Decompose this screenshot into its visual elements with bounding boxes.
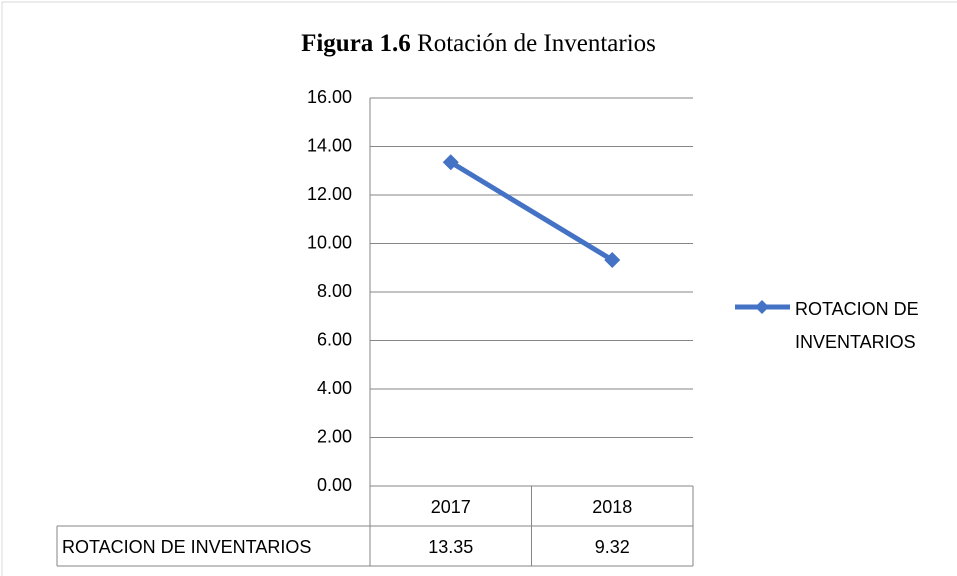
table-value: 13.35 xyxy=(428,537,473,557)
y-tick-label: 16.00 xyxy=(307,87,352,107)
y-tick-label: 0.00 xyxy=(317,475,352,495)
y-tick-label: 6.00 xyxy=(317,329,352,349)
point-marker xyxy=(604,251,621,268)
y-tick-label: 12.00 xyxy=(307,184,352,204)
point-marker xyxy=(442,154,459,171)
y-tick-label: 2.00 xyxy=(317,426,352,446)
legend-marker xyxy=(755,300,769,314)
y-tick-label: 10.00 xyxy=(307,232,352,252)
y-tick-label: 14.00 xyxy=(307,135,352,155)
table-row-label: ROTACION DE INVENTARIOS xyxy=(62,537,311,557)
x-tick-label: 2017 xyxy=(431,497,471,517)
chart-title: Figura 1.6 Rotación de Inventarios xyxy=(0,30,957,58)
legend-label: ROTACION DE INVENTARIOS xyxy=(795,299,919,352)
y-tick-label: 4.00 xyxy=(317,378,352,398)
series-line xyxy=(449,160,614,263)
table-value: 9.32 xyxy=(595,537,630,557)
x-tick-label: 2018 xyxy=(592,497,632,517)
title-text: Rotación de Inventarios xyxy=(417,30,656,57)
y-tick-label: 8.00 xyxy=(317,281,352,301)
title-label: Figura 1.6 xyxy=(301,30,411,57)
